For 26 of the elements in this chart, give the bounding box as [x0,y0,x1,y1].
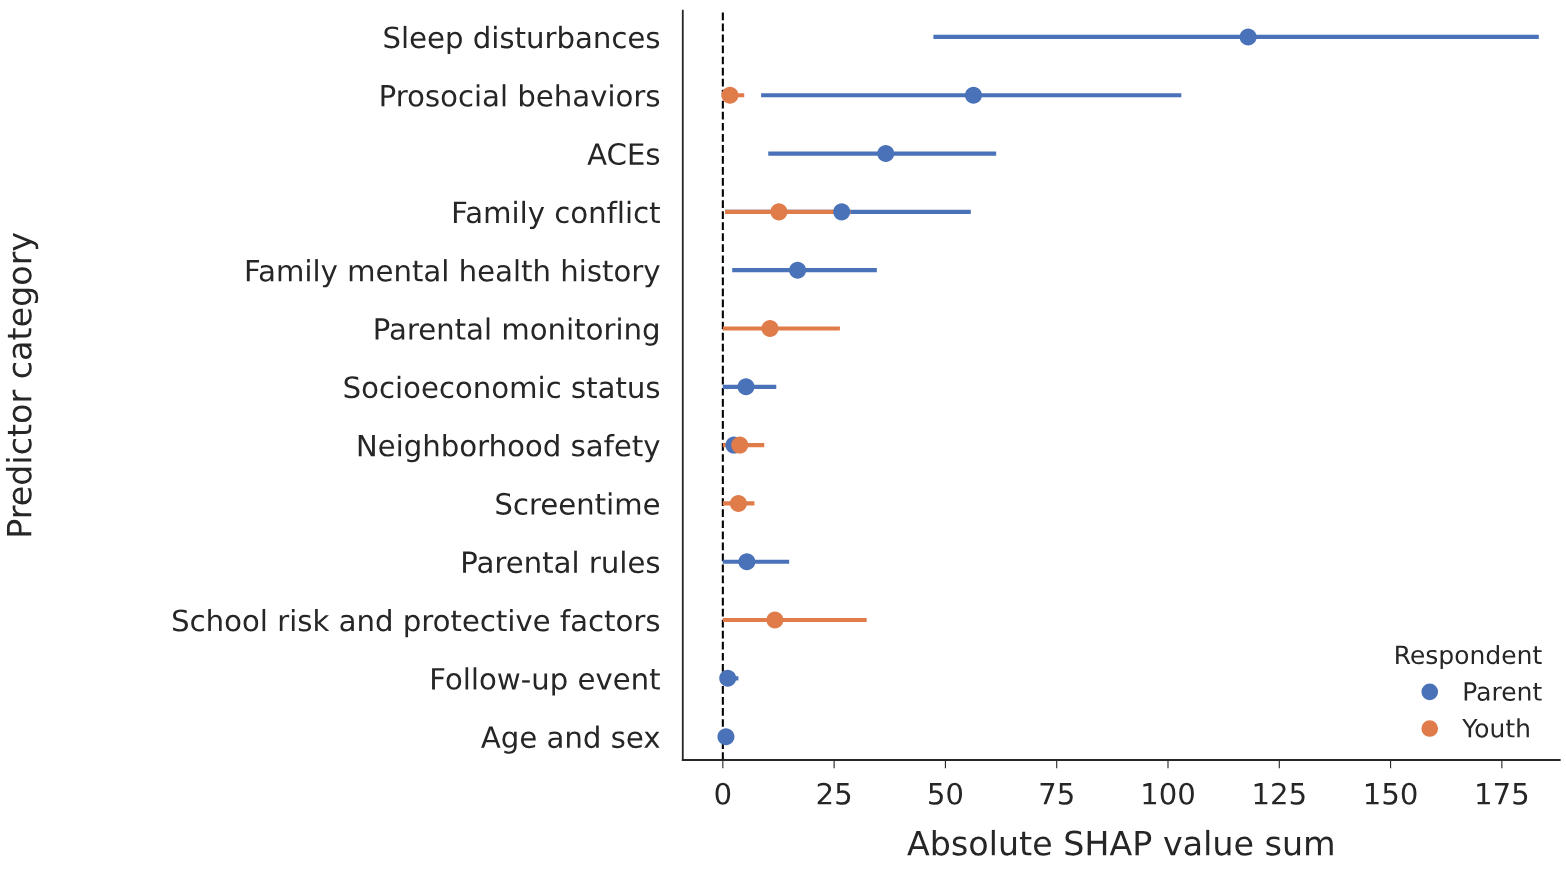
y-tick-label: Age and sex [481,725,660,754]
x-tick-label: 100 [1143,782,1194,805]
y-tick-label: School risk and protective factors [173,608,660,638]
y-tick-label: ACEs [587,143,660,166]
y-tick-label: Prosocial behaviors [381,84,660,107]
x-tick-label: 125 [1254,782,1305,805]
y-tick-label: Follow-up event [432,667,660,696]
y-tick-label: Parental monitoring [375,317,658,346]
legend-label: Parent [1464,682,1542,701]
x-tick-label: 50 [929,782,963,805]
y-tick-label: Socioeconomic status [344,375,660,399]
x-tick-label: 150 [1365,782,1417,805]
y-tick-label: Sleep disturbances [384,25,660,55]
x-tick-label: 25 [817,782,851,805]
x-tick-label: 0 [715,782,731,805]
y-tick-label: Neighborhood safety [358,434,660,463]
x-tick-label: 175 [1477,783,1528,805]
x-tick-label: 75 [1040,783,1073,805]
y-tick-label: Family mental health history [246,259,660,288]
legend-title: Respondent [1396,644,1542,670]
y-tick-label: Parental rules [463,550,660,574]
y-tick-label: Family conflict [453,200,660,230]
y-tick-label: Screentime [496,492,659,515]
x-axis-title: Absolute SHAP value sum [907,829,1333,856]
legend-label: Youth [1462,718,1529,738]
y-axis-title: Predictor category [5,232,39,536]
